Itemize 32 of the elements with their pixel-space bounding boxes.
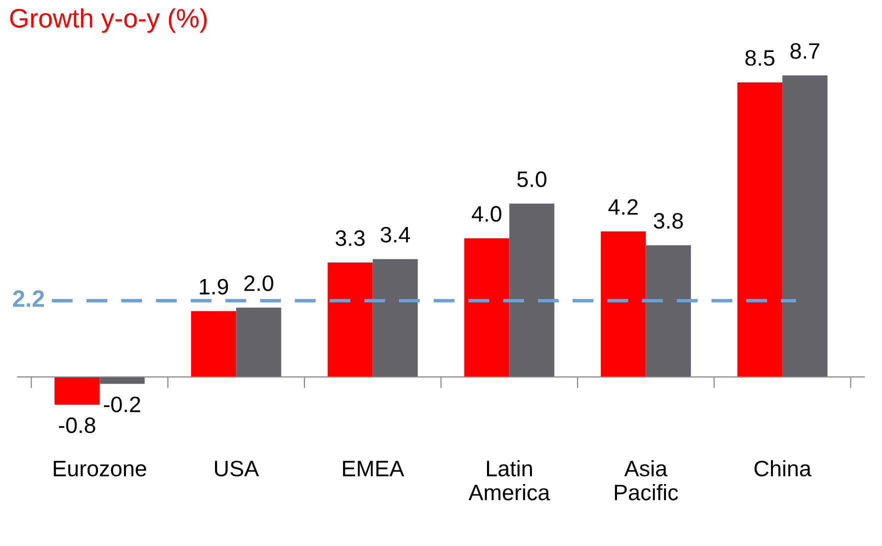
chart-title: Growth y-o-y (%) (10, 8, 207, 33)
bar (782, 75, 828, 377)
data-label: 8.7 (790, 43, 820, 59)
x-tick-label: Eurozone (54, 460, 146, 476)
bar (646, 245, 691, 377)
data-label: -0.8 (58, 417, 96, 434)
bar (600, 231, 646, 377)
data-label: 2.0 (244, 275, 274, 292)
ref-line-label: 2.2 (12, 290, 44, 307)
bar (509, 204, 554, 377)
data-label: 3.8 (654, 212, 683, 229)
x-tick-label: EMEA (343, 460, 404, 476)
data-label: 3.4 (380, 226, 410, 243)
bar (100, 376, 145, 384)
bar (464, 238, 510, 377)
bar (737, 82, 782, 377)
bar (328, 262, 373, 377)
data-label: 4.0 (472, 206, 502, 222)
data-label: 4.2 (608, 199, 638, 215)
x-tick-label: Latin America (468, 460, 550, 500)
x-tick-label: China (754, 460, 812, 476)
data-label: 5.0 (517, 171, 546, 188)
bar (54, 376, 100, 405)
data-label: 1.9 (200, 278, 228, 295)
x-tick-label: Asia Pacific (614, 460, 678, 500)
bar (372, 259, 418, 377)
data-label: 8.5 (745, 50, 774, 66)
data-label: -0.2 (104, 396, 140, 412)
bar (191, 311, 236, 377)
x-tick-label: USA (215, 460, 259, 476)
data-label: 3.3 (336, 230, 365, 246)
bar (236, 308, 282, 377)
